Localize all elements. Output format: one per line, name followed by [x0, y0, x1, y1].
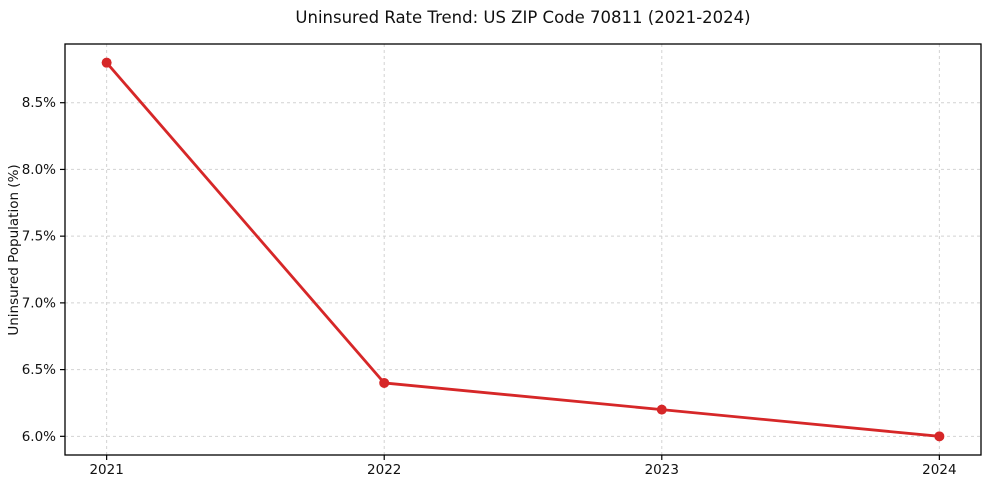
x-tick-label: 2024 [922, 462, 956, 478]
y-tick-label: 8.0% [22, 162, 56, 178]
trend-line [105, 61, 941, 438]
x-tick-label: 2021 [89, 462, 123, 478]
x-tick-label: 2023 [645, 462, 679, 478]
y-tick-label: 7.0% [22, 295, 56, 311]
y-tick-label: 6.0% [22, 429, 56, 445]
data-point [379, 377, 390, 388]
data-point [934, 431, 945, 442]
x-tick-label: 2022 [367, 462, 401, 478]
chart-title: Uninsured Rate Trend: US ZIP Code 70811 … [295, 8, 751, 27]
data-point [101, 57, 112, 68]
y-tick-label: 6.5% [22, 362, 56, 378]
data-point [656, 404, 667, 415]
y-tick-label: 7.5% [22, 229, 56, 245]
y-tick-label: 8.5% [22, 95, 56, 111]
plot-border [64, 43, 982, 456]
